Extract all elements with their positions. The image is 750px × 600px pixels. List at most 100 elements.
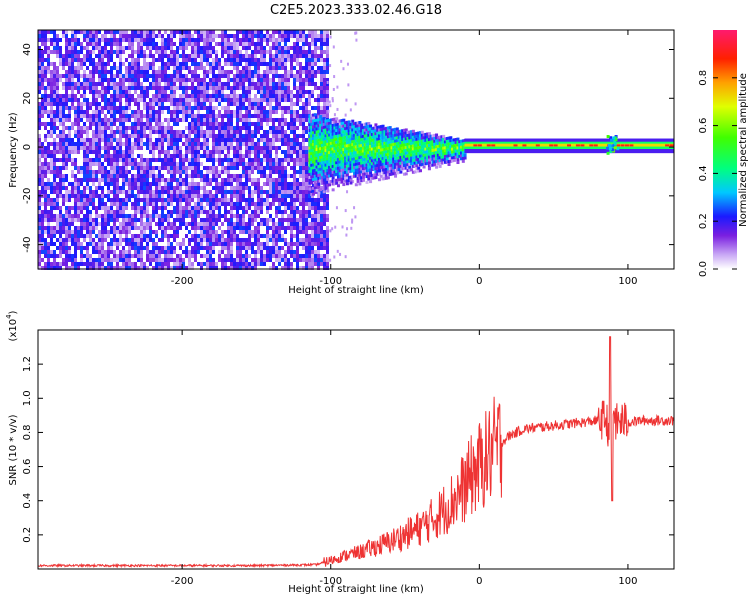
heatmap-cell: [245, 186, 248, 190]
heatmap-cell: [110, 30, 113, 34]
heatmap-cell: [80, 254, 83, 258]
heatmap-cell: [320, 230, 323, 234]
heatmap-cell: [251, 86, 254, 90]
heatmap-cell: [197, 202, 200, 206]
heatmap-cell: [290, 118, 293, 122]
heatmap-cell: [236, 122, 239, 126]
heatmap-cell: [104, 94, 107, 98]
heatmap-cell: [146, 122, 149, 126]
heatmap-cell: [122, 202, 125, 206]
heatmap-cell: [104, 30, 107, 34]
heatmap-cell: [131, 234, 134, 238]
heatmap-cell: [134, 218, 137, 222]
heatmap-cell: [95, 90, 98, 94]
heatmap-cell: [152, 102, 155, 106]
heatmap-cell: [197, 94, 200, 98]
heatmap-cell: [305, 62, 308, 66]
heatmap-cell: [131, 46, 134, 50]
heatmap-cell: [302, 146, 305, 150]
heatmap-cell: [312, 134, 316, 138]
heatmap-cell: [137, 234, 140, 238]
heatmap-cell: [227, 50, 230, 54]
heatmap-cell: [308, 152, 312, 156]
heatmap-cell: [113, 182, 116, 186]
heatmap-cell: [164, 98, 167, 102]
heatmap-cell: [167, 130, 170, 134]
heatmap-cell: [86, 198, 89, 202]
heatmap-cell: [68, 266, 71, 270]
heatmap-cell: [320, 66, 323, 70]
heatmap-cell: [158, 182, 161, 186]
heatmap-cell: [272, 254, 275, 258]
heatmap-cell: [206, 250, 209, 254]
heatmap-cell: [248, 222, 251, 226]
heatmap-cell: [203, 206, 206, 210]
heatmap-cell: [263, 94, 266, 98]
heatmap-cell: [311, 190, 314, 194]
heatmap-cell: [299, 230, 302, 234]
heatmap-cell: [209, 178, 212, 182]
heatmap-cell: [86, 42, 89, 46]
heatmap-cell: [56, 222, 59, 226]
heatmap-cell: [134, 62, 137, 66]
heatmap-cell: [71, 122, 74, 126]
heatmap-cell: [281, 66, 284, 70]
heatmap-cell: [239, 94, 242, 98]
heatmap-cell: [239, 82, 242, 86]
heatmap-cell: [182, 90, 185, 94]
heatmap-cell: [257, 210, 260, 214]
heatmap-cell: [113, 234, 116, 238]
heatmap-cell: [56, 166, 59, 170]
heatmap-cell: [107, 54, 110, 58]
heatmap-cell: [311, 54, 314, 58]
heatmap-cell: [191, 114, 194, 118]
heatmap-cell: [131, 226, 134, 230]
heatmap-cell: [134, 158, 137, 162]
heatmap-cell: [254, 74, 257, 78]
heatmap-cell: [245, 206, 248, 210]
heatmap-cell: [98, 194, 101, 198]
heatmap-cell: [125, 102, 128, 106]
heatmap-cell: [65, 230, 68, 234]
heatmap-cell: [185, 110, 188, 114]
heatmap-cell: [71, 62, 74, 66]
heatmap-cell: [299, 194, 302, 198]
heatmap-cell: [239, 206, 242, 210]
heatmap-cell: [131, 58, 134, 62]
heatmap-cell: [248, 122, 251, 126]
heatmap-cell: [308, 167, 312, 171]
heatmap-cell: [161, 62, 164, 66]
heatmap-cell: [227, 250, 230, 254]
heatmap-cell: [104, 150, 107, 154]
heatmap-cell: [77, 126, 80, 130]
heatmap-cell: [113, 122, 116, 126]
heatmap-cell: [62, 66, 65, 70]
heatmap-cell: [149, 122, 152, 126]
heatmap-cell: [47, 38, 50, 42]
heatmap-cell: [290, 210, 293, 214]
heatmap-cell: [47, 218, 50, 222]
heatmap-cell: [320, 242, 323, 246]
heatmap-cell: [164, 126, 167, 130]
heatmap-cell: [71, 170, 74, 174]
heatmap-cell: [53, 170, 56, 174]
heatmap-cell: [191, 158, 194, 162]
heatmap-cell: [194, 158, 197, 162]
heatmap-cell: [302, 238, 305, 242]
heatmap-cell: [290, 154, 293, 158]
heatmap-cell: [59, 58, 62, 62]
heatmap-cell: [215, 126, 218, 130]
heatmap-cell: [173, 54, 176, 58]
heatmap-cell: [83, 166, 86, 170]
heatmap-cell: [206, 166, 209, 170]
heatmap-cell: [155, 34, 158, 38]
heatmap-cell: [161, 150, 164, 154]
heatmap-cell: [215, 86, 218, 90]
heatmap-cell: [272, 66, 275, 70]
heatmap-cell: [194, 162, 197, 166]
heatmap-cell: [161, 106, 164, 110]
heatmap-cell: [185, 250, 188, 254]
heatmap-cell: [125, 70, 128, 74]
heatmap-cell: [233, 222, 236, 226]
heatmap-cell: [200, 102, 203, 106]
